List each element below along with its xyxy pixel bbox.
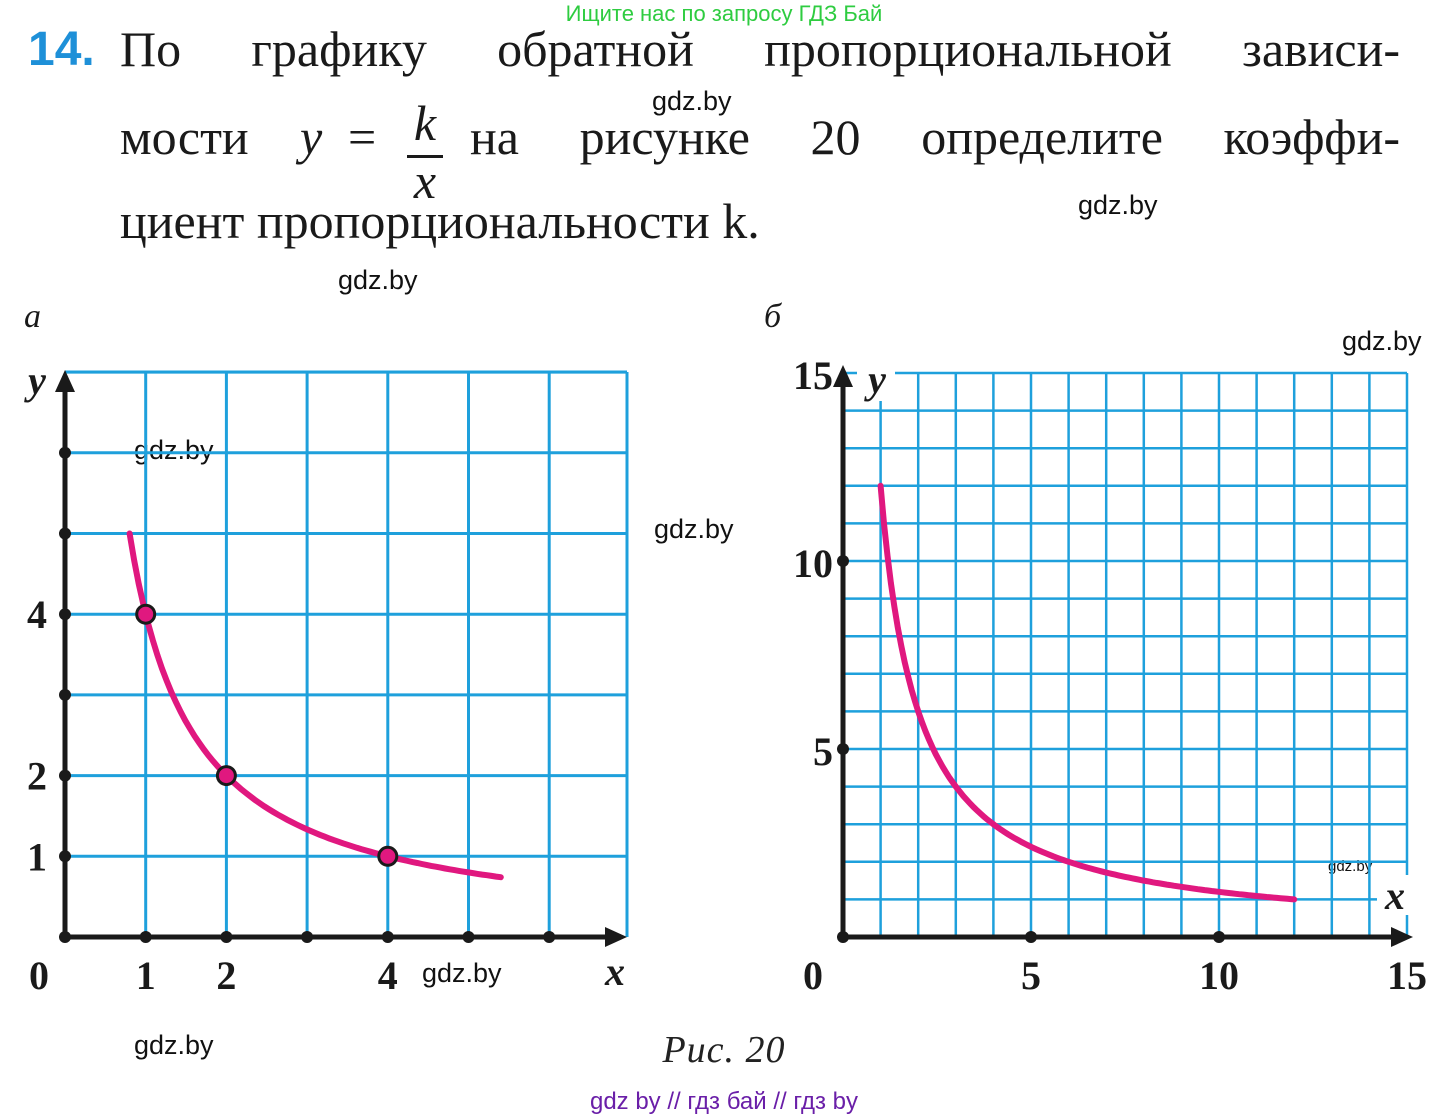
- x-tick: [301, 931, 314, 943]
- x-axis-label: x: [604, 949, 625, 994]
- x-tick: [543, 931, 556, 943]
- top-banner[interactable]: Ищите нас по запросу ГДЗ Бай: [565, 1, 883, 26]
- formula-denominator: x: [413, 153, 437, 209]
- curve-series: [126, 530, 504, 881]
- fraction-bar: [407, 155, 443, 158]
- chart-b: 0 5 10 15 5 10 15 x y: [793, 353, 1427, 998]
- y-tick-label: 15: [793, 353, 833, 398]
- y-tick-label: 5: [813, 729, 833, 774]
- x-tick-label: 2: [216, 953, 236, 998]
- y-axis-arrow: [833, 365, 853, 387]
- origin-dot: [837, 931, 849, 943]
- watermark: gdz.by: [134, 1030, 214, 1060]
- x-tick-label: 15: [1387, 953, 1427, 998]
- problem-line-2-start: мости: [120, 109, 249, 165]
- watermark: gdz.by: [134, 435, 214, 465]
- y-tick-label: 2: [27, 754, 47, 799]
- x-tick: [381, 931, 394, 943]
- x-tick-label: 5: [1021, 953, 1041, 998]
- x-tick: [220, 931, 233, 943]
- x-tick-label: 0: [803, 953, 823, 998]
- marked-point: [377, 845, 399, 867]
- watermark: gdz.by: [1078, 190, 1158, 220]
- problem-line-2-end: на рисунке 20 определите коэффи-: [470, 109, 1400, 165]
- x-tick: [1025, 931, 1037, 943]
- y-tick-label: 10: [793, 541, 833, 586]
- problem-number: 14.: [28, 23, 95, 76]
- y-axis-label: y: [24, 358, 46, 403]
- x-tick-label: 0: [29, 953, 49, 998]
- footer-links[interactable]: gdz by // гдз бай // гдз by: [589, 1088, 859, 1115]
- y-tick: [59, 688, 71, 701]
- y-tick-label: 1: [27, 834, 47, 879]
- x-tick: [462, 931, 475, 943]
- origin-dot: [59, 931, 71, 943]
- marked-point: [215, 765, 237, 787]
- chart-a: 0 1 2 4 1 2 4 x y: [24, 358, 629, 998]
- x-axis-arrow: [605, 927, 627, 947]
- formula-numerator: k: [413, 95, 437, 151]
- curve-series: [877, 482, 1298, 903]
- y-axis-arrow: [55, 370, 75, 392]
- y-tick: [59, 446, 71, 459]
- watermark: gdz.by: [654, 514, 734, 544]
- y-tick-label: 4: [27, 592, 47, 637]
- y-label-bg: [857, 359, 895, 401]
- panel-label-a: а: [24, 298, 41, 335]
- formula-eq: =: [348, 109, 377, 165]
- y-axis-label: y: [864, 357, 886, 402]
- y-tick: [59, 527, 71, 540]
- problem-line-3: циент пропорциональности k.: [120, 193, 760, 249]
- y-tick: [59, 850, 71, 863]
- y-tick: [837, 743, 849, 755]
- x-label-bg: [1377, 875, 1411, 915]
- x-tick: [1213, 931, 1225, 943]
- watermark: gdz.by: [422, 958, 502, 988]
- x-tick-label: 1: [136, 953, 156, 998]
- watermark: gdz.by: [652, 86, 732, 116]
- figure-caption: Рис. 20: [662, 1029, 786, 1071]
- panel-label-b: б: [764, 298, 782, 335]
- problem-line-1: По графику обратной пропорциональной зав…: [120, 21, 1400, 77]
- marked-point: [135, 603, 157, 625]
- x-axis-arrow: [1391, 927, 1413, 947]
- watermark: gdz.by: [1342, 326, 1422, 356]
- x-tick: [139, 931, 152, 943]
- watermark: gdz.by: [338, 265, 418, 295]
- x-axis-label: x: [1384, 873, 1405, 918]
- y-tick: [59, 769, 71, 782]
- y-tick: [59, 608, 71, 621]
- y-tick: [837, 555, 849, 567]
- x-tick-label: 10: [1199, 953, 1239, 998]
- x-tick-label: 4: [378, 953, 398, 998]
- formula-lhs: y: [300, 109, 323, 165]
